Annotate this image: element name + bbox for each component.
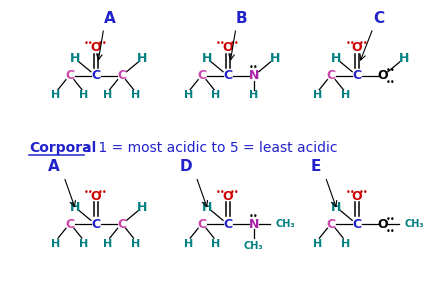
Text: H: H <box>331 201 341 214</box>
Text: C: C <box>327 69 336 82</box>
Text: ••: •• <box>230 39 240 49</box>
Text: H: H <box>270 52 280 65</box>
Text: H: H <box>138 52 148 65</box>
Text: C: C <box>117 69 126 82</box>
Text: H: H <box>211 91 221 101</box>
Text: H: H <box>340 91 350 101</box>
Text: A: A <box>48 159 60 174</box>
Text: C: C <box>65 69 74 82</box>
Text: ••: •• <box>230 188 240 197</box>
Text: H: H <box>79 91 89 101</box>
Text: O: O <box>352 41 363 54</box>
Text: H: H <box>138 201 148 214</box>
Text: CH₃: CH₃ <box>275 219 295 229</box>
Text: ••: •• <box>386 66 396 75</box>
Text: C: C <box>352 218 362 231</box>
Text: H: H <box>202 52 212 65</box>
Text: ••: •• <box>98 188 108 197</box>
Text: H: H <box>103 91 112 101</box>
Text: C: C <box>327 218 336 231</box>
Text: H: H <box>340 239 350 249</box>
Text: C: C <box>198 218 206 231</box>
Text: O: O <box>222 41 233 54</box>
Text: D: D <box>180 159 193 174</box>
Text: H: H <box>70 52 80 65</box>
Text: N: N <box>249 218 259 231</box>
Text: CH₃: CH₃ <box>244 241 263 251</box>
Text: ••: •• <box>216 188 226 197</box>
Text: B: B <box>236 11 248 26</box>
Text: ••: •• <box>84 39 94 49</box>
Text: H: H <box>313 91 322 101</box>
Text: H: H <box>184 239 193 249</box>
Text: H: H <box>70 201 80 214</box>
Text: H: H <box>103 239 112 249</box>
Text: ••: •• <box>249 212 259 221</box>
Text: H: H <box>313 239 322 249</box>
Text: ••: •• <box>345 39 355 49</box>
Text: H: H <box>249 91 259 101</box>
Text: C: C <box>65 218 74 231</box>
Text: ••: •• <box>386 78 396 87</box>
Text: C: C <box>223 69 233 82</box>
Text: Corporal: Corporal <box>29 141 97 155</box>
Text: C: C <box>117 218 126 231</box>
Text: ••: •• <box>84 188 94 197</box>
Text: ••: •• <box>249 63 259 72</box>
Text: C: C <box>223 218 233 231</box>
Text: O: O <box>222 190 233 203</box>
Text: H: H <box>399 52 409 65</box>
Text: O: O <box>90 190 101 203</box>
Text: H: H <box>131 239 140 249</box>
Text: :  1 = most acidic to 5 = least acidic: : 1 = most acidic to 5 = least acidic <box>85 141 337 155</box>
Text: E: E <box>310 159 320 174</box>
Text: C: C <box>91 69 101 82</box>
Text: H: H <box>184 91 193 101</box>
Text: H: H <box>331 52 341 65</box>
Text: H: H <box>52 91 61 101</box>
Text: O: O <box>378 218 388 231</box>
Text: H: H <box>52 239 61 249</box>
Text: H: H <box>131 91 140 101</box>
Text: C: C <box>373 11 384 26</box>
Text: C: C <box>198 69 206 82</box>
Text: H: H <box>202 201 212 214</box>
Text: ••: •• <box>345 188 355 197</box>
Text: C: C <box>91 218 101 231</box>
Text: ••: •• <box>359 39 369 49</box>
Text: ••: •• <box>98 39 108 49</box>
Text: O: O <box>378 69 388 82</box>
Text: O: O <box>352 190 363 203</box>
Text: N: N <box>249 69 259 82</box>
Text: ••: •• <box>386 227 396 236</box>
Text: ••: •• <box>216 39 226 49</box>
Text: A: A <box>104 11 116 26</box>
Text: H: H <box>211 239 221 249</box>
Text: ••: •• <box>386 215 396 224</box>
Text: CH₃: CH₃ <box>405 219 425 229</box>
Text: ••: •• <box>359 188 369 197</box>
Text: O: O <box>90 41 101 54</box>
Text: H: H <box>79 239 89 249</box>
Text: C: C <box>352 69 362 82</box>
